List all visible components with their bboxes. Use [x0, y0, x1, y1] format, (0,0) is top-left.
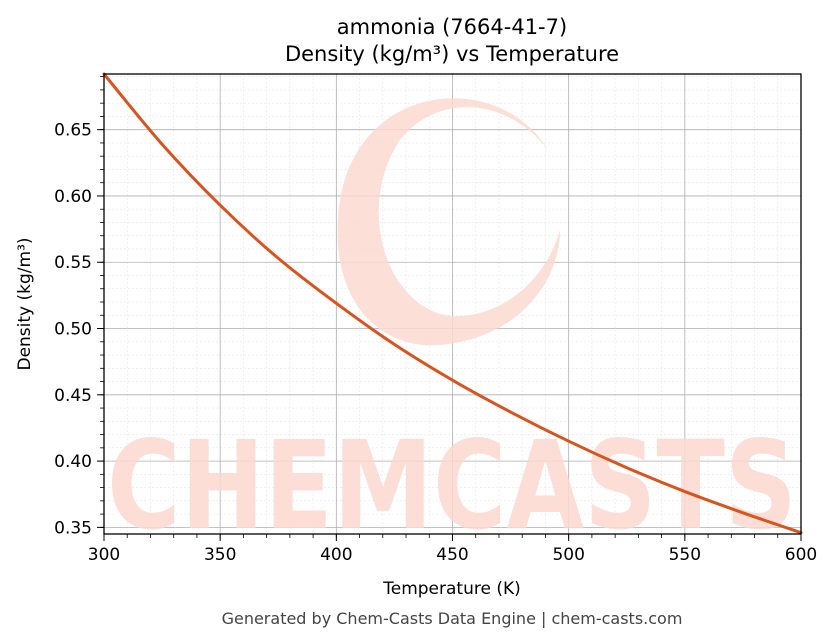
y-tick-label: 0.65	[54, 121, 92, 141]
x-tick-label: 500	[552, 545, 584, 565]
watermark-text: CHEMCASTS	[107, 415, 797, 557]
x-tick-label: 350	[204, 545, 236, 565]
x-tick-label: 400	[320, 545, 352, 565]
x-axis-ticks: 300 350 400 450 500 550 600	[88, 534, 817, 565]
density-line	[102, 72, 803, 535]
y-tick-label: 0.55	[54, 253, 92, 273]
chemcasts-watermark: CHEMCASTS	[107, 98, 797, 557]
x-axis-label: Temperature (K)	[382, 579, 521, 599]
y-axis-ticks: 0.35 0.40 0.45 0.50 0.55 0.60 0.65	[54, 76, 104, 538]
y-tick-label: 0.50	[54, 320, 92, 340]
x-tick-label: 450	[436, 545, 468, 565]
chart-title: ammonia (7664-41-7)	[337, 15, 567, 39]
y-tick-label: 0.45	[54, 386, 92, 406]
x-tick-label: 600	[785, 545, 817, 565]
x-tick-label: 550	[669, 545, 701, 565]
chart-subtitle: Density (kg/m³) vs Temperature	[285, 42, 619, 66]
footer-credit: Generated by Chem-Casts Data Engine | ch…	[222, 609, 683, 628]
series-layer	[102, 72, 803, 535]
y-tick-label: 0.40	[54, 452, 92, 472]
y-tick-label: 0.60	[54, 187, 92, 207]
y-axis-label: Density (kg/m³)	[15, 237, 35, 370]
watermark-swirl	[337, 98, 560, 346]
x-tick-label: 300	[88, 545, 120, 565]
y-tick-label: 0.35	[54, 518, 92, 538]
